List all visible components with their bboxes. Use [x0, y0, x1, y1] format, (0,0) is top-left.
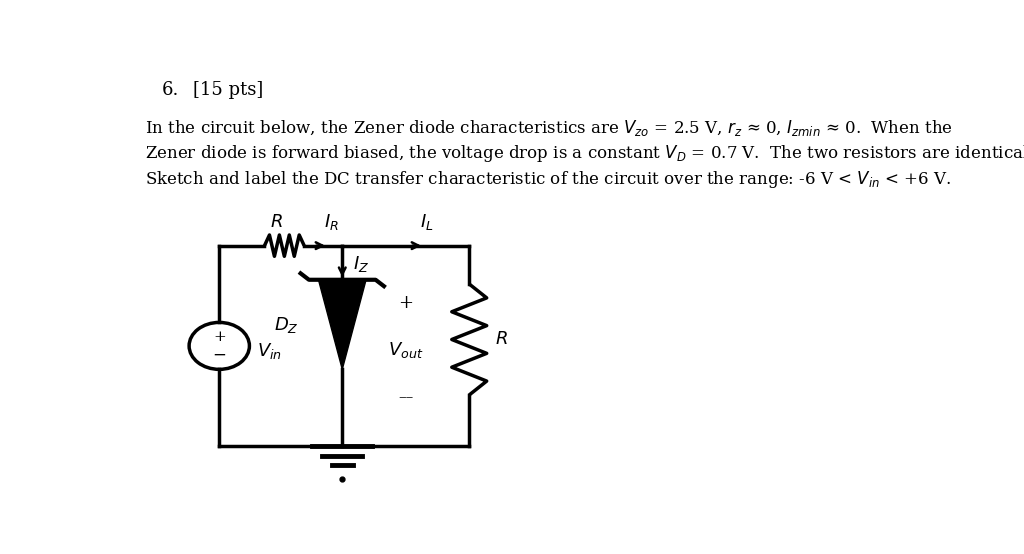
Text: $I_L$: $I_L$: [421, 212, 434, 232]
Text: $R$: $R$: [495, 331, 508, 348]
Text: $V_{in}$: $V_{in}$: [257, 341, 283, 361]
Text: 6.: 6.: [162, 81, 179, 99]
Text: $R$: $R$: [270, 213, 283, 230]
Text: +: +: [213, 330, 225, 344]
Text: $V_{out}$: $V_{out}$: [388, 340, 424, 360]
Text: [15 pts]: [15 pts]: [194, 81, 263, 99]
Text: $I_R$: $I_R$: [324, 212, 339, 232]
Text: Zener diode is forward biased, the voltage drop is a constant $V_D$ = 0.7 V.  Th: Zener diode is forward biased, the volta…: [145, 143, 1024, 165]
Text: Sketch and label the DC transfer characteristic of the circuit over the range: -: Sketch and label the DC transfer charact…: [145, 169, 951, 190]
Text: In the circuit below, the Zener diode characteristics are $V_{zo}$ = 2.5 V, $r_z: In the circuit below, the Zener diode ch…: [145, 117, 953, 138]
Text: ––: ––: [398, 390, 414, 404]
Text: +: +: [398, 294, 414, 312]
Text: $D_Z$: $D_Z$: [273, 315, 299, 335]
Text: $I_Z$: $I_Z$: [353, 254, 370, 274]
Text: −: −: [212, 346, 226, 363]
Polygon shape: [318, 280, 367, 370]
